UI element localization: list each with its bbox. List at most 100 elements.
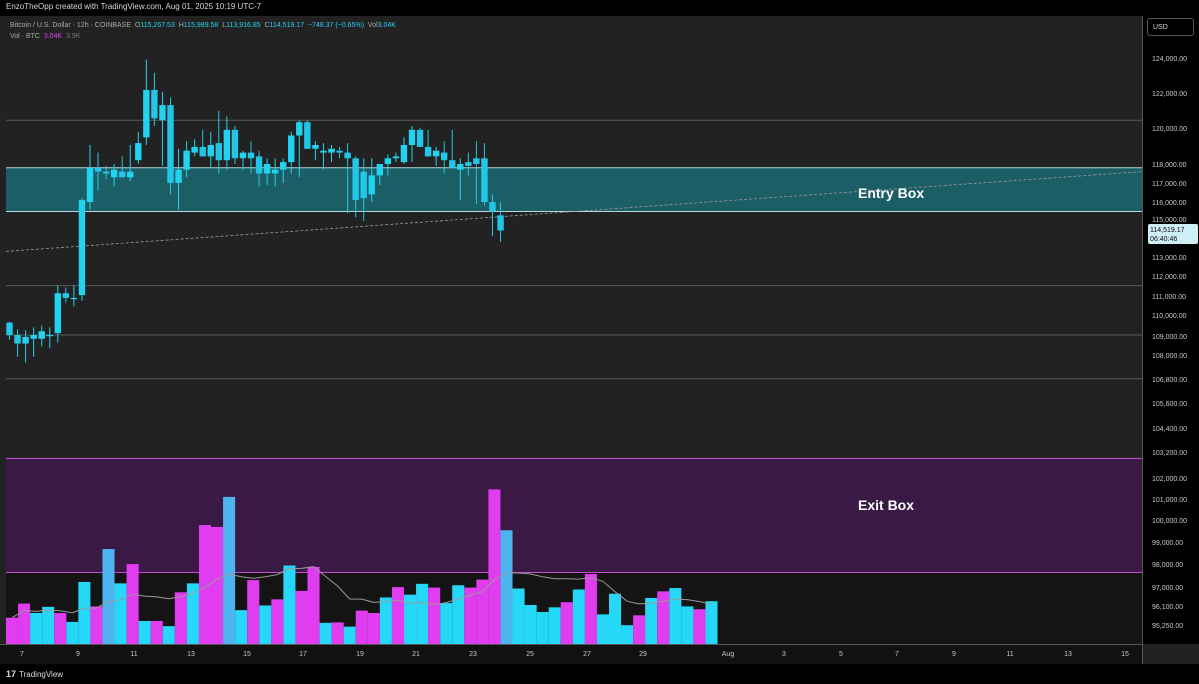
volume-bar	[572, 589, 585, 644]
candle-body	[207, 145, 214, 157]
close-value: 114,519.17	[269, 22, 305, 29]
volume-bar	[584, 573, 597, 644]
volume-bar	[295, 590, 308, 644]
volume-bar	[174, 592, 187, 644]
candle-body	[239, 152, 247, 159]
entry-box-label: Entry Box	[858, 185, 924, 201]
volume-label: Vol · BTC	[10, 33, 40, 40]
volume-bar	[367, 612, 380, 644]
attribution-bar: EnzoTheOpp created with TradingView.com,…	[0, 0, 1199, 16]
candle-body	[110, 169, 118, 178]
tradingview-logo-icon: 17	[6, 669, 17, 679]
candle-body	[288, 135, 295, 163]
candle-body	[352, 158, 359, 201]
volume-value: 3.04K	[43, 33, 63, 40]
candle-body	[392, 156, 400, 159]
volume-bar	[355, 610, 368, 644]
vol-value: 3.04K	[377, 22, 396, 29]
volume-bar	[331, 622, 344, 644]
volume-bar	[78, 581, 91, 644]
candle-body	[78, 200, 86, 296]
last-price-label: 114,519.17	[1150, 227, 1185, 234]
time-tick-label: 5	[839, 651, 843, 658]
candle-body	[223, 129, 231, 161]
volume-bar	[705, 601, 718, 644]
volume-bar	[259, 605, 272, 644]
volume-ma-value: 3.9K	[66, 33, 81, 40]
price-tick-label: 117,000.00	[1152, 181, 1187, 188]
open-value: 115,267.53	[140, 22, 175, 29]
price-tick-label: 98,000.00	[1152, 562, 1183, 569]
price-tick-label: 112,000.00	[1152, 274, 1187, 281]
candle-body	[449, 160, 456, 168]
price-tick-label: 108,000.00	[1152, 353, 1187, 360]
candle-body	[151, 89, 158, 119]
candle-body	[54, 293, 61, 334]
exit-box-label: Exit Box	[858, 497, 914, 513]
candles-group	[6, 59, 504, 363]
entry-box	[6, 167, 1142, 212]
candle-body	[159, 105, 166, 121]
candle-body	[263, 164, 271, 174]
candle-body	[22, 336, 29, 344]
candle-body	[191, 146, 198, 153]
volume-bar	[391, 587, 404, 644]
time-tick-label: 13	[1064, 651, 1072, 658]
time-tick-label: 15	[1121, 651, 1129, 658]
price-tick-label: 109,000.00	[1152, 334, 1187, 341]
time-tick-label: 9	[76, 651, 80, 658]
candle-body	[360, 171, 367, 199]
countdown-label: 06:40:46	[1150, 236, 1177, 243]
time-axis-background	[0, 644, 1142, 664]
price-tick-label: 102,000.00	[1152, 476, 1187, 483]
candle-body	[38, 331, 45, 339]
volume-bar	[476, 579, 489, 644]
volume-bar	[536, 612, 549, 644]
price-tick-label: 124,000.00	[1152, 56, 1187, 63]
candle-body	[175, 169, 182, 183]
volume-bar	[416, 583, 429, 644]
volume-bar	[343, 626, 356, 644]
candle-body	[481, 158, 488, 202]
symbol-legend: Bitcoin / U.S. Dollar · 12h · COINBASE O…	[10, 20, 396, 42]
ohlc-row: Bitcoin / U.S. Dollar · 12h · COINBASE O…	[10, 22, 396, 29]
volume-bar	[500, 530, 513, 644]
volume-bar	[512, 588, 525, 644]
candle-body	[497, 215, 504, 231]
volume-bar	[114, 583, 127, 644]
volume-bar	[42, 606, 55, 644]
low-value: 113,916.85	[226, 22, 261, 29]
candle-body	[416, 129, 424, 147]
candle-body	[119, 171, 126, 178]
price-tick-label: 111,000.00	[1152, 294, 1186, 301]
price-tick-label: 113,000.00	[1152, 255, 1187, 262]
volume-bar	[66, 621, 79, 644]
candle-body	[473, 158, 480, 164]
volume-bar	[645, 597, 658, 644]
candle-body	[376, 164, 383, 176]
symbol-label: Bitcoin / U.S. Dollar · 12h · COINBASE	[10, 22, 131, 29]
time-tick-label: 23	[469, 651, 477, 658]
price-tick-label: 118,000.00	[1152, 162, 1187, 169]
volume-bar	[609, 593, 622, 644]
price-tick-label: 100,000.00	[1152, 518, 1187, 525]
currency-button[interactable]: USD	[1147, 18, 1194, 36]
volume-bar	[488, 489, 501, 644]
volume-bar	[126, 564, 139, 644]
candle-body	[231, 129, 239, 159]
time-tick-label: 19	[356, 651, 364, 658]
time-tick-label: 11	[1006, 651, 1013, 658]
candle-body	[368, 175, 375, 195]
candle-body	[296, 122, 303, 136]
volume-bar	[633, 615, 646, 644]
volume-bar	[54, 612, 67, 644]
volume-bar	[235, 610, 248, 644]
candle-body	[70, 297, 78, 300]
price-tick-label: 103,200.00	[1152, 450, 1187, 457]
tradingview-logo[interactable]: 17 TradingView	[6, 669, 63, 679]
candle-body	[280, 162, 287, 170]
candle-body	[255, 156, 263, 174]
time-tick-label: 13	[187, 651, 195, 658]
